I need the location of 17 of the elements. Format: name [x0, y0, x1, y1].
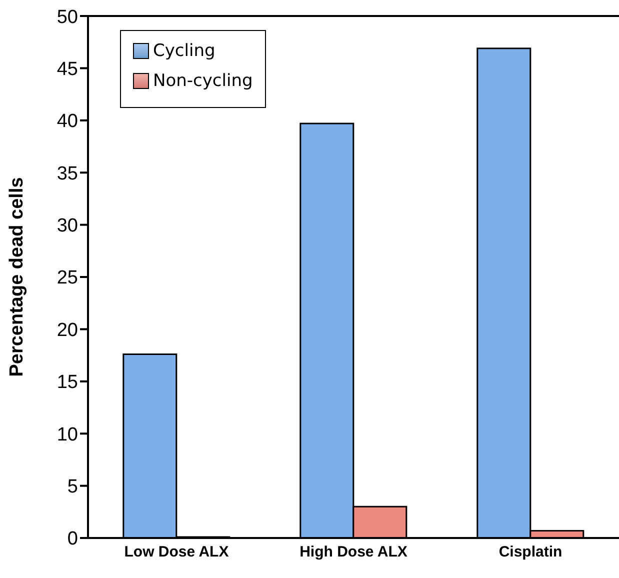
y-tick-label: 25	[56, 268, 78, 289]
x-tick-label: Cisplatin	[498, 544, 562, 561]
legend-label: Non-cycling	[153, 71, 253, 91]
y-tick-label: 10	[56, 424, 78, 446]
y-tick-label: 5	[67, 476, 78, 498]
y-tick-label: 45	[56, 58, 78, 80]
y-tick-label: 35	[56, 163, 78, 184]
x-tick-label: Low Dose ALX	[124, 544, 229, 561]
y-tick-label: 20	[56, 320, 78, 341]
y-tick-label: 50	[56, 6, 78, 28]
y-tick-label: 40	[56, 111, 78, 132]
x-tick-label: High Dose ALX	[300, 544, 408, 561]
y-tick-label: 15	[56, 372, 78, 394]
y-axis-title: Percentage dead cells	[6, 177, 28, 377]
y-tick-label: 0	[67, 528, 78, 550]
y-tick-label: 30	[56, 216, 78, 237]
legend-label: Cycling	[153, 41, 216, 61]
